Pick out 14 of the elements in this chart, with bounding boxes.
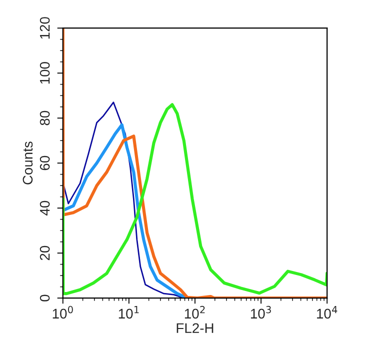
y-tick-label: 60 [40, 156, 50, 170]
y-axis-title: Counts [22, 142, 33, 184]
y-tick-label: 20 [40, 246, 50, 260]
x-axis-title: FL2-H [176, 323, 214, 333]
x-tick-label: 10$^{0}$ [52, 306, 73, 319]
y-tick-label: 80 [40, 110, 50, 126]
x-tick-label: 10$^{4}$ [317, 306, 338, 319]
x-tick-label: 10$^{1}$ [118, 306, 139, 319]
x-tick-label: 10$^{3}$ [250, 306, 271, 319]
y-tick-label: 120 [40, 17, 50, 39]
x-tick-label: 10$^{2}$ [184, 306, 205, 319]
y-tick-label: 100 [40, 62, 50, 84]
y-tick-label: 40 [40, 200, 50, 216]
y-tick-label: 0 [40, 294, 50, 302]
